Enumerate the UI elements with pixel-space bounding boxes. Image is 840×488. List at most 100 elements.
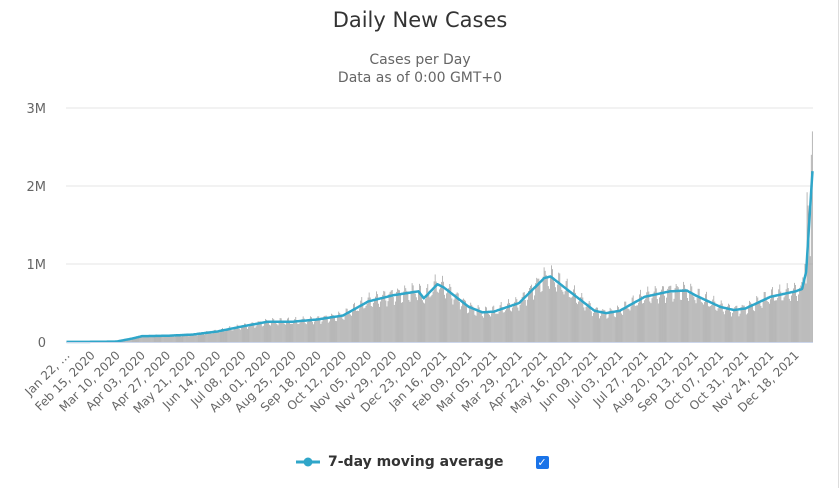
daily-case-bar — [142, 336, 144, 342]
daily-case-bar — [501, 307, 503, 342]
daily-case-bar — [510, 310, 511, 342]
daily-case-bar — [664, 295, 665, 342]
daily-case-bar — [202, 333, 203, 342]
daily-case-bar — [294, 319, 296, 342]
daily-case-bar — [350, 315, 352, 342]
daily-case-bar — [211, 333, 213, 342]
daily-case-bar — [138, 337, 139, 342]
daily-case-bar — [215, 331, 217, 342]
daily-case-bar — [316, 317, 318, 342]
daily-case-bar — [524, 300, 526, 342]
daily-case-bar — [440, 287, 441, 342]
daily-case-bar — [322, 317, 324, 342]
daily-case-bar — [684, 284, 685, 342]
daily-case-bar — [538, 278, 540, 342]
daily-case-bar — [723, 314, 725, 342]
daily-case-bar — [705, 294, 706, 342]
daily-case-bar — [246, 326, 247, 342]
daily-case-bar — [179, 334, 180, 342]
daily-case-bar — [608, 311, 610, 342]
daily-case-bar — [809, 256, 811, 342]
daily-case-bar — [628, 309, 630, 342]
daily-case-bar — [217, 332, 219, 342]
daily-case-bar — [498, 311, 500, 342]
daily-case-bar — [213, 330, 215, 342]
daily-case-bar — [511, 311, 512, 342]
daily-case-bar — [249, 324, 251, 342]
daily-case-bar — [416, 300, 418, 342]
daily-case-bar — [698, 288, 700, 342]
daily-case-bar — [139, 336, 141, 342]
daily-case-bar — [636, 305, 638, 342]
daily-case-bar — [394, 301, 396, 342]
daily-case-bar — [700, 301, 702, 342]
daily-case-bar — [341, 316, 343, 342]
daily-case-bar — [641, 296, 642, 342]
daily-case-bar — [157, 335, 158, 342]
daily-case-bar — [374, 300, 375, 342]
daily-case-bar — [585, 306, 587, 342]
legend[interactable]: 7-day moving average ✓ — [296, 454, 549, 470]
daily-case-bar — [148, 334, 150, 342]
daily-case-bar — [547, 286, 549, 342]
daily-case-bar — [437, 292, 439, 342]
daily-case-bar — [233, 329, 235, 342]
daily-case-bar — [205, 332, 207, 342]
daily-case-bar — [462, 299, 463, 342]
daily-case-bar — [482, 317, 484, 342]
daily-case-bar — [405, 288, 407, 342]
daily-case-bar — [343, 319, 345, 342]
daily-case-bar — [525, 305, 527, 342]
moving-average-checkbox[interactable]: ✓ — [535, 455, 549, 469]
daily-case-bar — [457, 293, 459, 342]
daily-case-bar — [704, 302, 705, 342]
daily-case-bar — [579, 300, 581, 342]
daily-case-bar — [805, 283, 807, 342]
daily-case-bar — [780, 291, 782, 342]
daily-case-bar — [679, 299, 681, 342]
daily-case-bar — [710, 306, 712, 342]
daily-case-bar — [451, 298, 453, 342]
daily-case-bar — [402, 302, 404, 342]
daily-case-bar — [545, 274, 547, 342]
daily-case-bar — [531, 284, 532, 342]
daily-case-bar — [429, 297, 431, 342]
daily-case-bar — [361, 297, 363, 342]
daily-case-bar — [161, 336, 163, 342]
daily-case-bar — [580, 297, 582, 342]
daily-case-bar — [479, 310, 481, 342]
daily-case-bar — [427, 284, 429, 342]
daily-case-bar — [214, 329, 216, 342]
daily-case-bar — [475, 315, 477, 342]
daily-case-bar — [170, 334, 172, 342]
daily-case-bar — [594, 309, 595, 342]
daily-case-bar — [239, 329, 241, 342]
daily-case-bar — [499, 305, 501, 342]
daily-case-bar — [262, 325, 264, 342]
daily-case-bar — [449, 284, 451, 342]
daily-case-bar — [669, 285, 671, 342]
daily-case-bar — [779, 284, 781, 342]
chart-subtitle: Cases per Day — [369, 52, 471, 68]
daily-case-bar — [759, 302, 761, 342]
daily-case-bar — [291, 323, 292, 342]
daily-case-bar — [558, 272, 560, 342]
daily-case-bar — [794, 282, 795, 342]
daily-case-bar — [453, 299, 455, 342]
daily-case-bar — [623, 309, 625, 342]
daily-case-bar — [168, 335, 170, 342]
daily-case-bar — [529, 287, 530, 342]
daily-case-bar — [537, 278, 539, 342]
legend-label[interactable]: 7-day moving average — [328, 454, 504, 470]
daily-case-bar — [667, 288, 669, 342]
daily-case-bar — [306, 321, 308, 342]
daily-case-bar — [271, 321, 273, 342]
daily-case-bar — [775, 300, 776, 342]
daily-case-bar — [327, 322, 329, 342]
daily-case-bar — [225, 331, 226, 342]
daily-case-bar — [156, 334, 157, 342]
daily-case-bar — [235, 326, 237, 342]
daily-case-bar — [633, 301, 635, 342]
daily-case-bar — [491, 313, 493, 342]
daily-case-bar — [359, 308, 361, 342]
